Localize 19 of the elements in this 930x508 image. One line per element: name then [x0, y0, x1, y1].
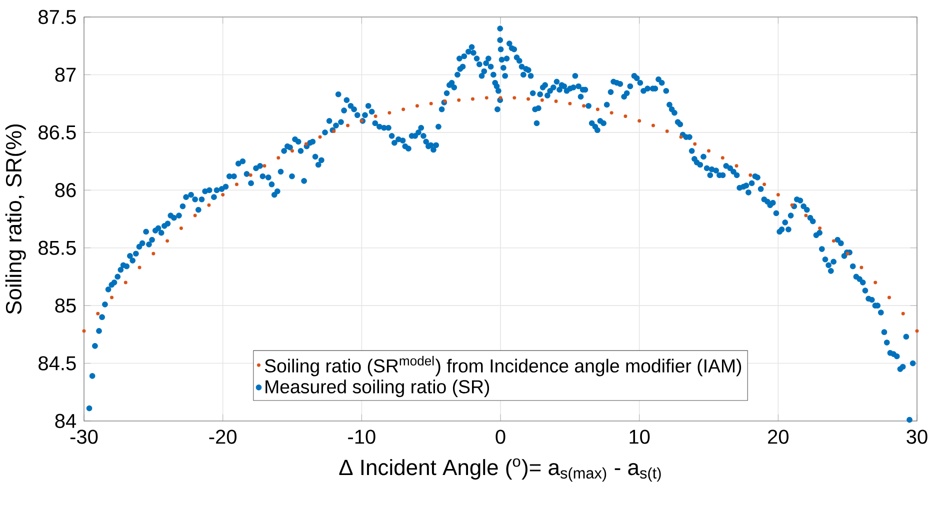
x-tick-label: -20 [209, 430, 236, 444]
y-tick-label: 84 [55, 414, 76, 428]
x-tick-label: 10 [630, 430, 650, 444]
x-tick-label: 0 [496, 430, 506, 444]
y-tick-label: 86.5 [38, 125, 76, 140]
legend-label: Measured soiling ratio (SR) [266, 380, 490, 398]
x-tick-label: -10 [348, 430, 376, 444]
x-tick-label: -30 [70, 430, 98, 444]
y-tick-label: 85.5 [38, 240, 76, 255]
y-tick-label: 87.5 [38, 10, 76, 24]
legend-label: Soiling ratio (SR$^{model}$) from Incidence angle modifier (IAM) [264, 356, 742, 376]
y-tick-label: 86 [55, 183, 76, 198]
y-axis-title: Soiling ratio, SR(%) [5, 124, 26, 314]
y-tick-label: 85 [55, 298, 76, 313]
y-tick-label: 87 [55, 68, 76, 82]
x-axis-title: Δ Incident Angle ($^{o}$)= a$_{s(max)}$ - a$_{s(t)}$ [339, 458, 661, 482]
x-tick-label: 30 [906, 430, 928, 444]
x-tick-label: 20 [768, 430, 788, 444]
y-tick-label: 84.5 [38, 356, 76, 370]
